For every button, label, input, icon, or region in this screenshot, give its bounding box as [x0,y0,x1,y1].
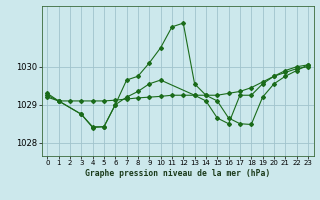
X-axis label: Graphe pression niveau de la mer (hPa): Graphe pression niveau de la mer (hPa) [85,169,270,178]
